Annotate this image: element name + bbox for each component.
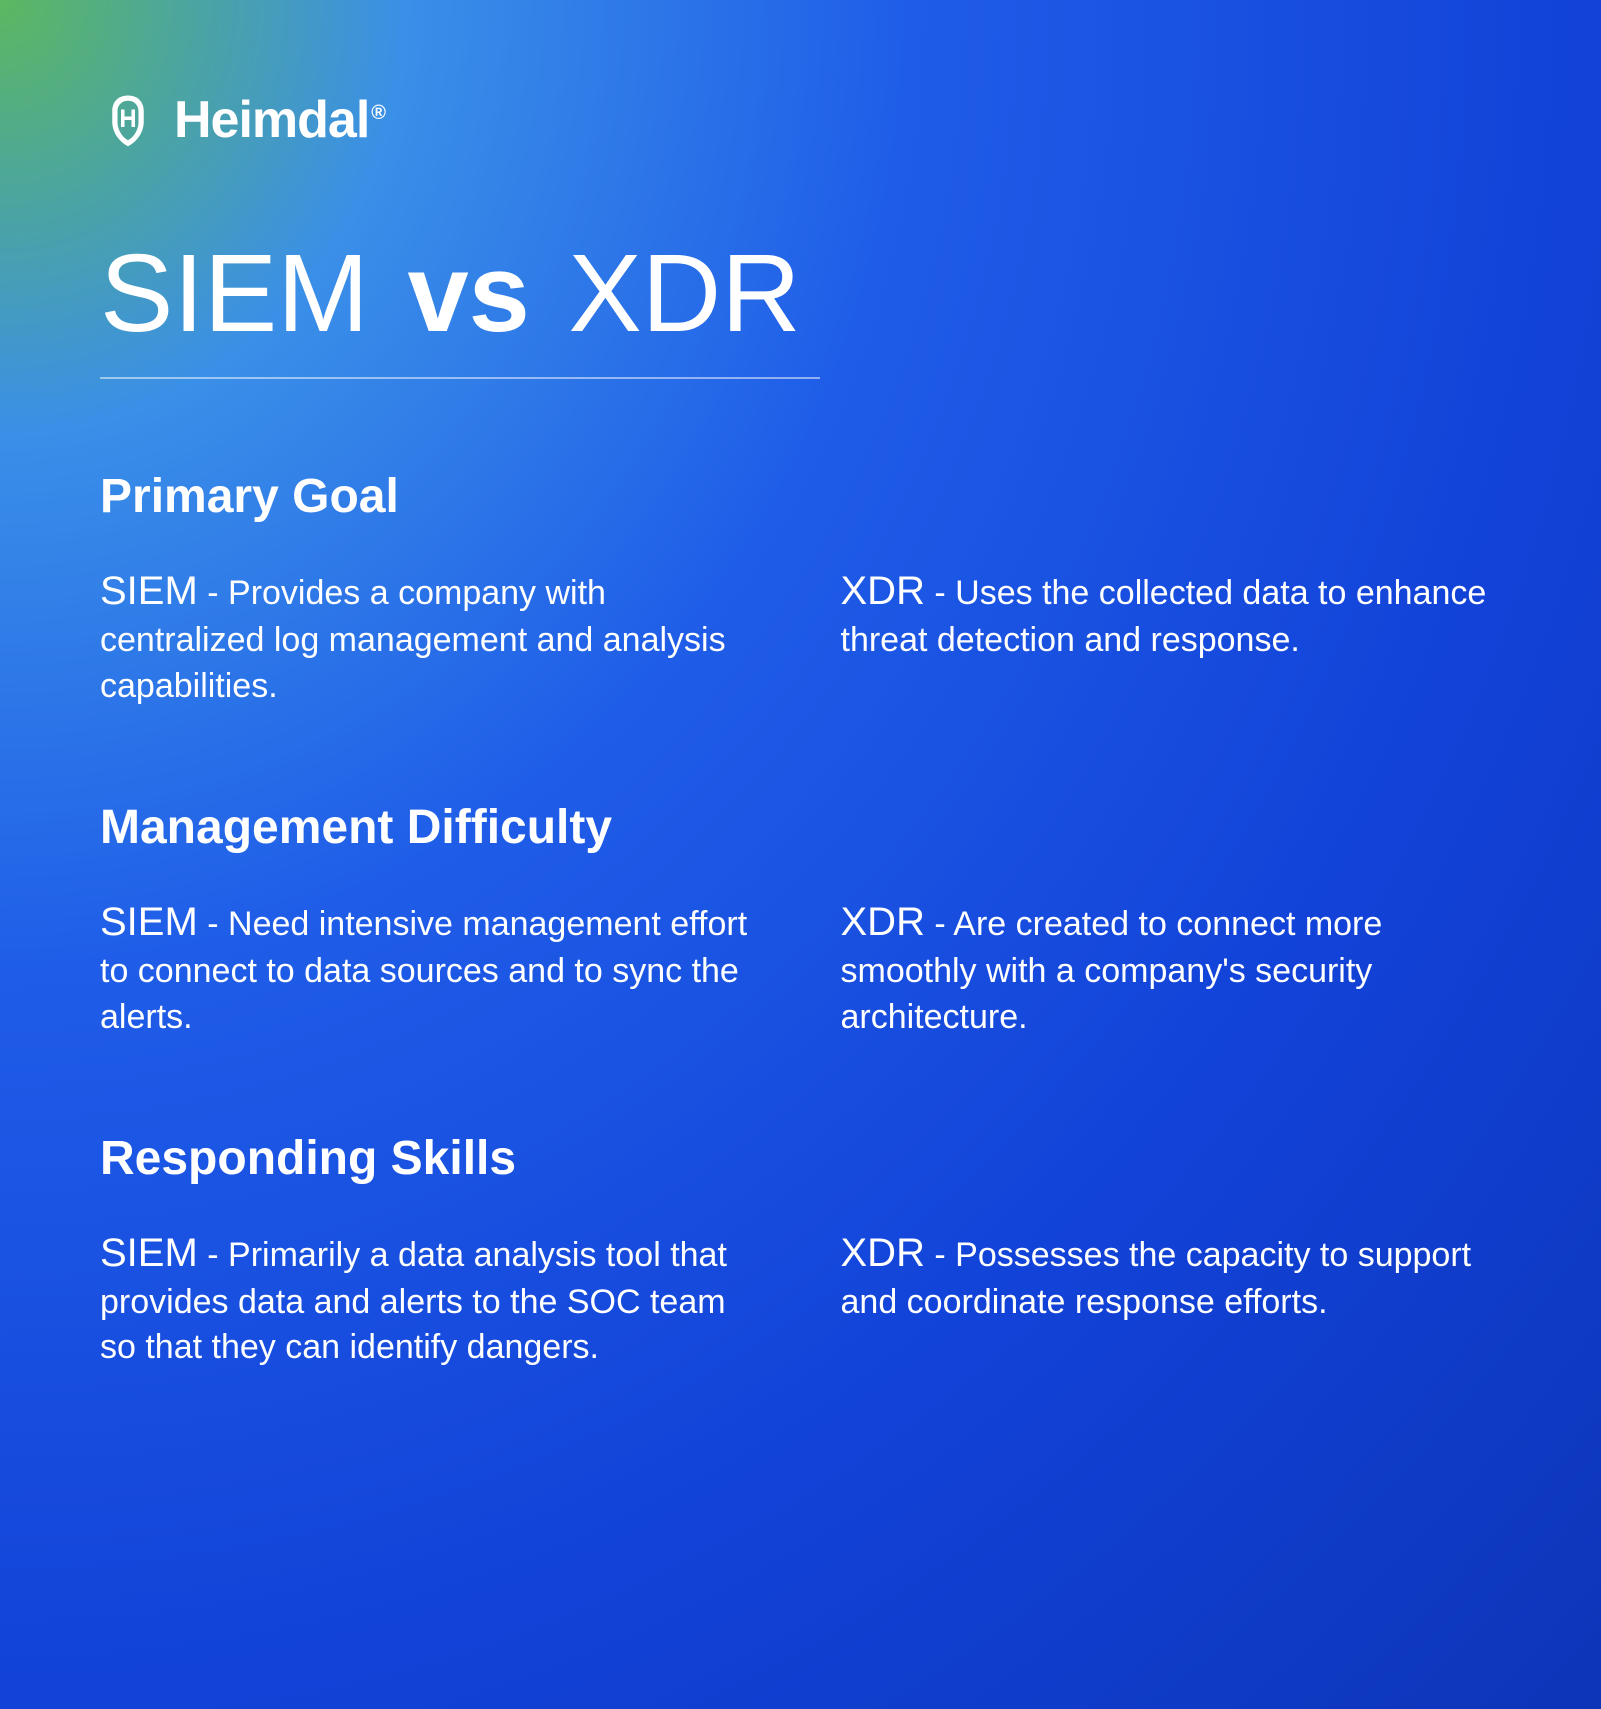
title-underline: [100, 377, 820, 379]
title-left: SIEM: [100, 232, 369, 355]
comparison-columns: SIEM - Primarily a data analysis tool th…: [100, 1226, 1501, 1372]
comparison-columns: SIEM - Need intensive management effort …: [100, 895, 1501, 1041]
comparison-section: Primary Goal SIEM - Provides a company wi…: [100, 469, 1501, 710]
xdr-body: - Uses the collected data to enhance thr…: [841, 574, 1487, 659]
page-title: SIEM vs XDR: [100, 230, 1501, 357]
brand-name: Heimdal®: [174, 90, 385, 150]
xdr-column: XDR - Uses the collected data to enhance…: [841, 564, 1502, 710]
title-vs: vs: [408, 232, 530, 355]
xdr-body: - Possesses the capacity to support and …: [841, 1236, 1472, 1321]
siem-column: SIEM - Provides a company with centraliz…: [100, 564, 761, 710]
section-heading: Responding Skills: [100, 1131, 1501, 1186]
siem-lead: SIEM: [100, 569, 198, 613]
section-heading: Primary Goal: [100, 469, 1501, 524]
siem-lead: SIEM: [100, 900, 198, 944]
comparison-columns: SIEM - Provides a company with centraliz…: [100, 564, 1501, 710]
comparison-section: Management Difficulty SIEM - Need intensi…: [100, 800, 1501, 1041]
xdr-lead: XDR: [841, 569, 925, 613]
xdr-column: XDR - Possesses the capacity to support …: [841, 1226, 1502, 1372]
siem-column: SIEM - Need intensive management effort …: [100, 895, 761, 1041]
xdr-lead: XDR: [841, 900, 925, 944]
heimdal-icon: [100, 92, 156, 148]
siem-body: - Need intensive management effort to co…: [100, 905, 747, 1036]
section-heading: Management Difficulty: [100, 800, 1501, 855]
xdr-lead: XDR: [841, 1231, 925, 1275]
title-right: XDR: [568, 232, 800, 355]
xdr-column: XDR - Are created to connect more smooth…: [841, 895, 1502, 1041]
comparison-section: Responding Skills SIEM - Primarily a data…: [100, 1131, 1501, 1372]
siem-column: SIEM - Primarily a data analysis tool th…: [100, 1226, 761, 1372]
siem-lead: SIEM: [100, 1231, 198, 1275]
trademark-symbol: ®: [371, 102, 385, 124]
brand-logo: Heimdal®: [100, 90, 1501, 150]
